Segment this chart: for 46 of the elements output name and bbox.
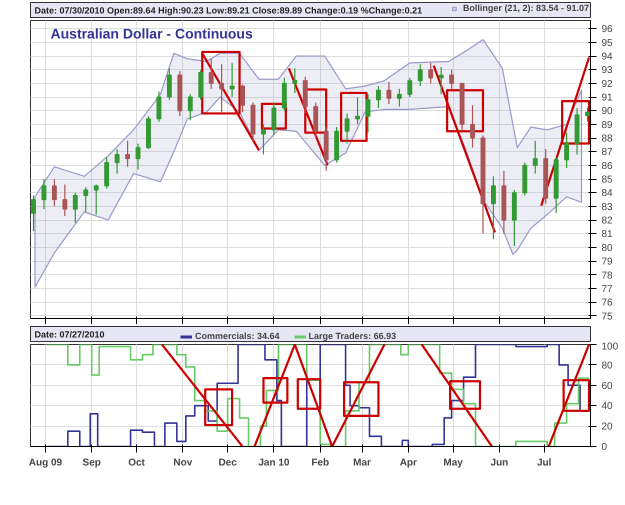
y-tick-label: 77: [602, 284, 614, 295]
y-tick-label: 90: [602, 106, 614, 118]
y-tick-label: 95: [602, 38, 614, 49]
y-tick-label: 80: [602, 242, 614, 254]
y-tick-label: 78: [602, 270, 614, 282]
x-tick-label: Mar: [353, 458, 372, 468]
x-tick-label: Aug 09: [28, 458, 63, 468]
y-tick-label: 40: [602, 401, 614, 412]
chart-title: Australian Dollar - Continuous: [50, 25, 253, 42]
y-tick-label: 88: [602, 134, 614, 145]
y-tick-label: 84: [602, 188, 614, 200]
x-tick-label: Dec: [218, 458, 238, 468]
y-tick-label: 76: [602, 298, 614, 309]
y-tick-label: 80: [602, 360, 614, 372]
y-tick-label: 79: [602, 256, 614, 268]
x-tick-label: Apr: [400, 458, 418, 468]
y-tick-label: 82: [602, 216, 614, 227]
y-tick-label: 83: [602, 202, 614, 213]
y-tick-label: 91: [602, 92, 614, 104]
y-tick-label: 87: [602, 147, 614, 158]
x-tick-label: Oct: [128, 458, 146, 468]
x-tick-label: Feb: [311, 458, 330, 468]
x-tick-label: Jun: [490, 458, 508, 468]
x-tick-label: May: [443, 458, 464, 468]
y-tick-label: 20: [602, 422, 614, 433]
y-tick-label: 75: [602, 311, 614, 322]
y-tick-label: 60: [602, 380, 614, 392]
x-tick-label: Sep: [82, 458, 101, 468]
x-tick-label: Jan 10: [258, 458, 290, 468]
y-tick-label: 86: [602, 160, 614, 172]
text: Date: 07/27/2010: [34, 330, 105, 340]
y-tick-label: 96: [602, 24, 614, 36]
legend-label: Large Traders: 66.93: [308, 331, 396, 341]
y-tick-label: 85: [602, 174, 614, 186]
y-tick-label: 94: [602, 52, 614, 63]
text: Date: 07/30/2010 Open:89.64 High:90.23 Low:89.21 Close:89.89 Change:0.19 %Change:0.21: [34, 6, 422, 16]
y-tick-label: 100: [602, 342, 619, 352]
legend-label: Bollinger (21, 2): 83.54 - 91.07: [462, 3, 589, 13]
y-tick-label: 89: [602, 120, 614, 131]
y-tick-label: 93: [602, 65, 614, 76]
x-tick-label: Jul: [536, 458, 552, 468]
legend-label: Commercials: 34.64: [195, 331, 280, 341]
y-tick-label: 0: [602, 442, 608, 453]
y-tick-label: 81: [602, 229, 614, 240]
x-tick-label: Nov: [173, 458, 193, 468]
y-tick-label: 92: [602, 78, 614, 90]
